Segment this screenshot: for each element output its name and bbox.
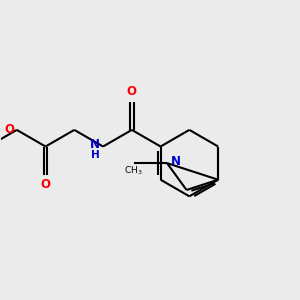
Text: O: O: [40, 178, 50, 191]
Text: CH$_3$: CH$_3$: [124, 165, 143, 177]
Text: O: O: [127, 85, 137, 98]
Text: N: N: [90, 138, 100, 151]
Text: H: H: [91, 150, 100, 160]
Text: O: O: [4, 123, 14, 136]
Text: N: N: [170, 155, 181, 168]
